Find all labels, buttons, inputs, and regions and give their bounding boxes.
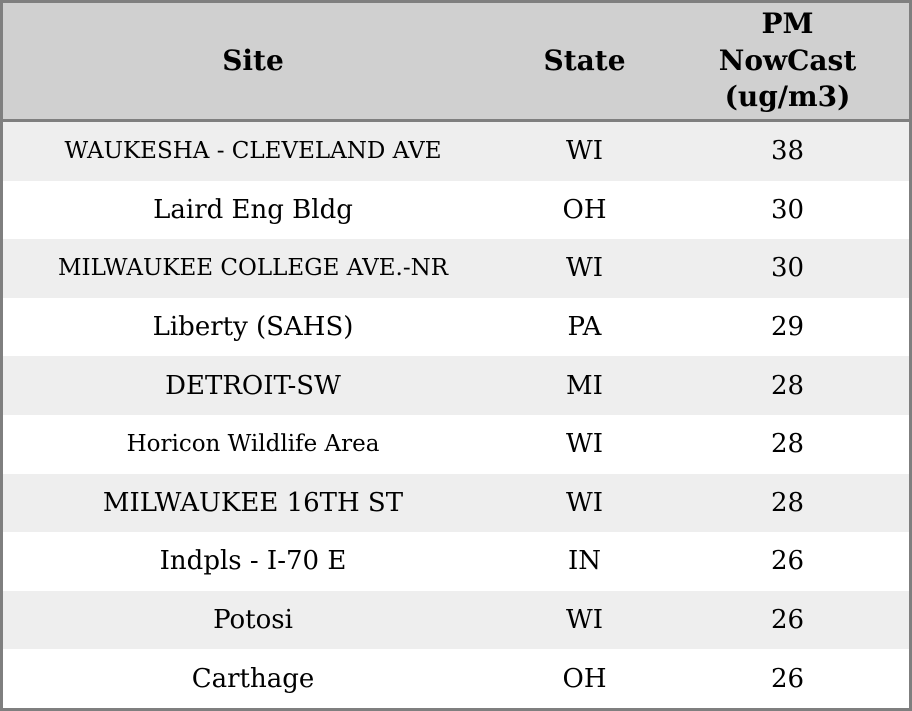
pm-value: 26: [770, 546, 805, 577]
pm-value-cell: 28: [666, 488, 909, 518]
site-cell: Potosi: [3, 605, 503, 635]
site-cell: WAUKESHA - CLEVELAND AVE: [3, 138, 503, 164]
pm-value: 28: [770, 487, 805, 518]
site-cell: Liberty (SAHS): [3, 312, 503, 342]
site-cell: MILWAUKEE COLLEGE AVE.-NR: [3, 255, 503, 281]
pm-value-cell: 28: [666, 371, 909, 401]
pm-value-cell: 26: [666, 605, 909, 635]
state-value: WI: [566, 429, 603, 460]
pm-value-cell: 26: [666, 664, 909, 694]
state-value: WI: [566, 253, 603, 284]
pm-value: 26: [770, 663, 805, 694]
state-cell: MI: [503, 371, 666, 401]
state-cell: WI: [503, 605, 666, 635]
pm-value-cell: 29: [666, 312, 909, 342]
site-cell: Horicon Wildlife Area: [3, 431, 503, 457]
pm-value-cell: 30: [666, 253, 909, 283]
table-header-row: Site State PM NowCast (ug/m3): [3, 3, 909, 122]
table-row: Potosi WI 26: [3, 590, 909, 650]
site-value: MILWAUKEE COLLEGE AVE.-NR: [57, 255, 449, 282]
pm-value: 30: [770, 253, 805, 284]
state-cell: WI: [503, 136, 666, 166]
state-value: PA: [567, 312, 602, 343]
site-value: WAUKESHA - CLEVELAND AVE: [64, 138, 442, 165]
pm-value: 26: [770, 605, 805, 636]
pm-value: 29: [770, 312, 805, 343]
state-cell: IN: [503, 546, 666, 576]
table-row: MILWAUKEE 16TH ST WI 28: [3, 473, 909, 533]
pm-value-cell: 26: [666, 546, 909, 576]
state-cell: OH: [503, 664, 666, 694]
state-value: WI: [566, 136, 603, 167]
pm-value: 30: [770, 194, 805, 225]
column-header-pm-nowcast-label: PM NowCast (ug/m3): [718, 7, 857, 114]
site-value: Potosi: [213, 605, 293, 636]
state-value: MI: [566, 370, 603, 401]
table-row: WAUKESHA - CLEVELAND AVE WI 38: [3, 122, 909, 181]
state-cell: WI: [503, 253, 666, 283]
table-row: Horicon Wildlife Area WI 28: [3, 414, 909, 474]
state-cell: WI: [503, 429, 666, 459]
table-row: Liberty (SAHS) PA 29: [3, 297, 909, 357]
site-cell: Laird Eng Bldg: [3, 195, 503, 225]
table-row: MILWAUKEE COLLEGE AVE.-NR WI 30: [3, 239, 909, 298]
state-cell: PA: [503, 312, 666, 342]
state-value: OH: [562, 194, 607, 225]
site-value: Horicon Wildlife Area: [126, 431, 380, 458]
state-value: WI: [566, 487, 603, 518]
pm-value: 38: [770, 136, 805, 167]
column-header-state: State: [503, 43, 666, 79]
table-row: DETROIT-SW MI 28: [3, 356, 909, 415]
state-value: IN: [567, 546, 602, 577]
state-value: OH: [562, 663, 607, 694]
pm-value-cell: 28: [666, 429, 909, 459]
state-value: WI: [566, 605, 603, 636]
site-value: MILWAUKEE 16TH ST: [102, 487, 404, 518]
site-cell: Indpls - I-70 E: [3, 546, 503, 576]
column-header-site-label: Site: [222, 43, 284, 77]
table-body: WAUKESHA - CLEVELAND AVE WI 38 Laird Eng…: [3, 122, 909, 708]
table-row: Indpls - I-70 E IN 26: [3, 532, 909, 591]
site-value: Laird Eng Bldg: [153, 194, 353, 225]
column-header-pm-nowcast: PM NowCast (ug/m3): [666, 6, 909, 115]
pm-value: 28: [770, 429, 805, 460]
site-cell: Carthage: [3, 664, 503, 694]
site-value: DETROIT-SW: [165, 370, 341, 401]
site-cell: MILWAUKEE 16TH ST: [3, 488, 503, 518]
site-value: Indpls - I-70 E: [159, 546, 347, 577]
pm-value-cell: 30: [666, 195, 909, 225]
table-row: Carthage OH 26: [3, 649, 909, 708]
site-value: Carthage: [191, 663, 315, 694]
site-value: Liberty (SAHS): [152, 312, 354, 343]
site-cell: DETROIT-SW: [3, 371, 503, 401]
column-header-site: Site: [3, 43, 503, 79]
pm-value: 28: [770, 370, 805, 401]
table-row: Laird Eng Bldg OH 30: [3, 180, 909, 240]
column-header-state-label: State: [543, 43, 626, 77]
pm-value-cell: 38: [666, 136, 909, 166]
state-cell: OH: [503, 195, 666, 225]
state-cell: WI: [503, 488, 666, 518]
